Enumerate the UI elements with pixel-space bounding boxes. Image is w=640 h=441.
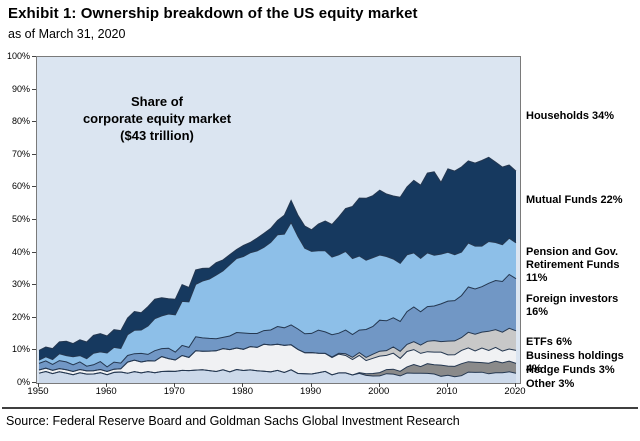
y-tick-label: 10% [11,344,30,355]
y-tick-mark [32,56,36,57]
series-label-households: Households 34% [526,110,615,122]
x-tick-mark [515,383,516,387]
x-tick-label: 1960 [95,386,117,397]
y-tick-mark [32,88,36,90]
y-tick-mark [32,121,36,123]
exhibit-title: Exhibit 1: Ownership breakdown of the US… [8,5,418,22]
y-tick-label: 30% [11,279,30,290]
x-tick-mark [446,383,448,387]
series-label-business-holdings: Business holdings 4% [526,350,624,375]
series-label-etfs: ETFs 6% [526,336,572,348]
x-tick-mark [310,383,312,387]
y-tick-label: 0% [16,377,30,387]
y-tick-mark [32,219,36,220]
x-tick-label: 1970 [163,386,185,397]
y-tick-label: 20% [11,311,30,322]
y-tick-mark [32,316,36,318]
y-tick-mark [32,186,36,188]
x-tick-label: 2000 [368,386,390,397]
y-tick-label: 80% [11,116,30,127]
boundary-line [38,221,517,361]
plot-area [36,56,521,384]
series-label-foreign-investors: Foreign investors 16% [526,293,619,318]
y-tick-label: 50% [11,214,30,224]
x-tick-label: 1950 [27,386,49,397]
x-tick-label: 1980 [231,386,253,397]
x-tick-mark [378,383,380,387]
series-label-hedge-funds: Hedge Funds 3% [526,364,615,376]
x-tick-label: 1990 [299,386,322,397]
y-tick-label: 60% [11,181,30,192]
x-tick-mark [38,383,39,387]
y-tick-label: 100% [6,51,30,61]
area-other [39,369,516,383]
stacked-area-chart [37,57,520,383]
boundary-line [38,327,517,373]
y-tick-label: 70% [11,148,30,159]
exhibit-subtitle: as of March 31, 2020 [8,27,126,41]
chart-annotation: Share of corporate equity market ($43 tr… [82,94,232,143]
x-tick-mark [106,383,108,387]
boundary-line [38,360,517,376]
series-label-mutual-funds: Mutual Funds 22% [526,194,623,206]
y-tick-mark [32,382,36,383]
y-tick-mark [32,251,36,253]
x-tick-mark [174,383,176,387]
y-tick-label: 40% [11,246,30,257]
x-tick-mark [242,383,244,387]
series-label-other: Other 3% [526,378,575,390]
boundary-line [38,156,517,351]
x-tick-label: 2020 [504,386,526,397]
y-tick-mark [32,153,36,155]
boundary-line [38,273,517,368]
divider-line [2,407,638,409]
y-tick-mark [32,284,36,286]
x-tick-label: 2010 [436,386,458,397]
y-tick-mark [32,349,36,351]
series-label-pension-gov-retirement-funds: Pension and Gov. Retirement Funds 11% [526,246,620,284]
y-tick-label: 90% [11,83,30,94]
source-note: Source: Federal Reserve Board and Goldma… [6,414,460,428]
